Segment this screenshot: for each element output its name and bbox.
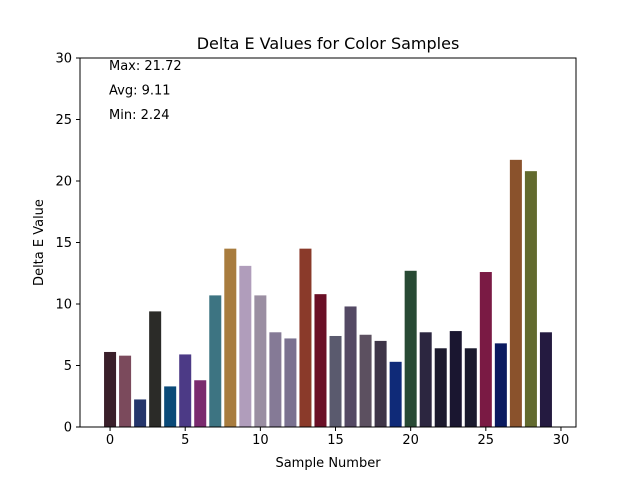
bar-sample-17 xyxy=(359,334,372,427)
bar-sample-0 xyxy=(104,351,117,427)
bar-sample-15 xyxy=(329,335,342,427)
y-axis-ticks: 0 5 10 15 20 25 30 xyxy=(55,52,80,436)
y-axis-label: Delta E Value xyxy=(32,199,47,286)
bar-sample-12 xyxy=(284,338,297,427)
bar-sample-13 xyxy=(299,248,312,427)
bar-sample-1 xyxy=(119,355,132,427)
bars xyxy=(104,159,552,427)
x-tick-label: 25 xyxy=(478,433,495,448)
bar-sample-11 xyxy=(269,332,282,427)
y-tick-label: 0 xyxy=(64,421,72,436)
bar-sample-4 xyxy=(164,386,177,427)
bar-sample-23 xyxy=(449,331,462,427)
bar-sample-22 xyxy=(434,348,447,427)
bar-sample-28 xyxy=(524,171,537,427)
bar-sample-5 xyxy=(179,354,192,427)
y-tick-label: 5 xyxy=(64,359,72,374)
bar-sample-8 xyxy=(224,248,237,427)
y-tick-label: 10 xyxy=(55,298,72,313)
y-tick-label: 30 xyxy=(55,52,72,67)
bar-sample-20 xyxy=(404,270,417,427)
x-tick-label: 15 xyxy=(327,433,344,448)
annotation-max: Max: 21.72 xyxy=(109,59,182,74)
x-tick-label: 0 xyxy=(106,433,114,448)
bar-sample-9 xyxy=(239,265,252,427)
x-axis-ticks: 0 5 10 15 20 25 30 xyxy=(106,427,569,448)
bar-sample-19 xyxy=(389,361,402,427)
x-tick-label: 10 xyxy=(252,433,269,448)
x-tick-label: 20 xyxy=(402,433,419,448)
bar-sample-26 xyxy=(494,343,507,427)
annotation-avg: Avg: 9.11 xyxy=(109,84,171,99)
bar-sample-3 xyxy=(149,311,162,427)
y-tick-label: 15 xyxy=(55,236,72,251)
bar-sample-21 xyxy=(419,332,432,427)
y-tick-label: 20 xyxy=(55,175,72,190)
y-tick-label: 25 xyxy=(55,113,72,128)
bar-sample-24 xyxy=(464,348,477,427)
bar-sample-7 xyxy=(209,295,222,427)
bar-sample-27 xyxy=(509,159,522,427)
bar-sample-2 xyxy=(134,399,147,427)
annotation-min: Min: 2.24 xyxy=(109,108,170,123)
bar-sample-14 xyxy=(314,294,327,427)
chart-title: Delta E Values for Color Samples xyxy=(197,34,460,53)
x-tick-label: 30 xyxy=(553,433,570,448)
x-axis-label: Sample Number xyxy=(275,456,381,471)
bar-sample-18 xyxy=(374,340,387,427)
bar-sample-10 xyxy=(254,295,267,427)
bar-sample-16 xyxy=(344,306,357,427)
bar-sample-6 xyxy=(194,380,207,427)
bar-sample-29 xyxy=(539,332,552,427)
x-tick-label: 5 xyxy=(181,433,189,448)
bar-sample-25 xyxy=(479,272,492,427)
